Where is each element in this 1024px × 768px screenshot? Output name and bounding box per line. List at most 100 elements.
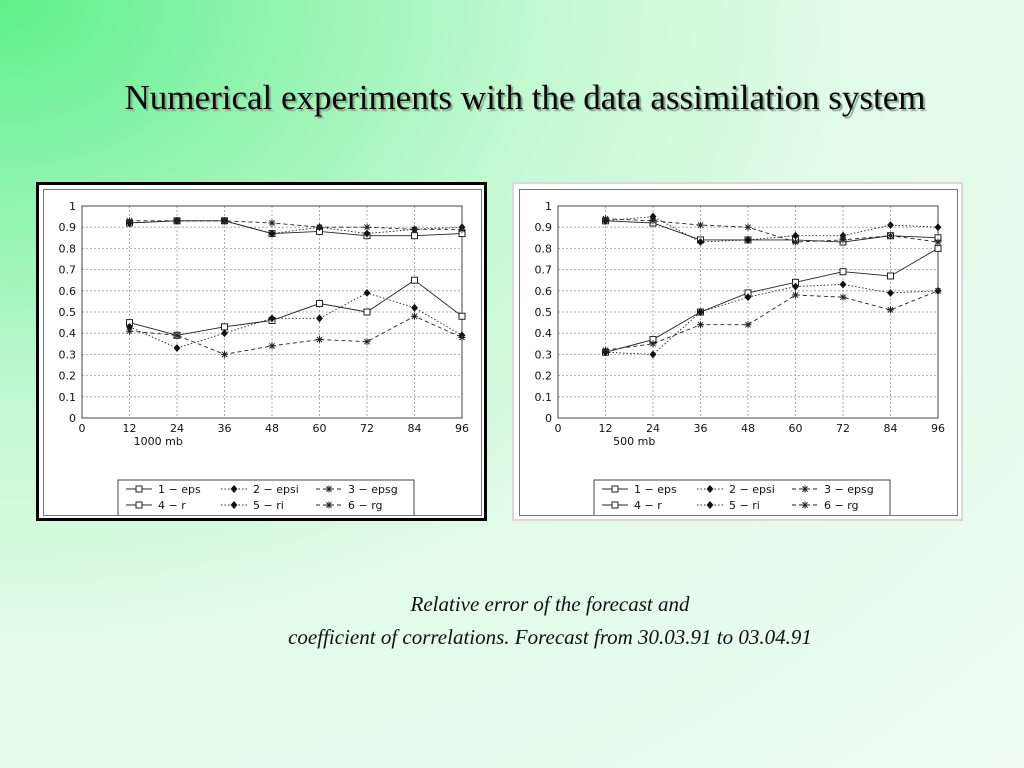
legend-label: 3 − epsg: [824, 483, 874, 496]
data-point: [363, 223, 371, 231]
series-line: [129, 220, 463, 235]
legend-marker: [230, 485, 238, 493]
y-tick-label: 0.4: [59, 327, 77, 340]
series-line: [129, 279, 463, 336]
x-tick-label: 72: [836, 422, 850, 435]
chart-frame: 0 12 24 36 48 60 72 84 96 0 0.1 0.2 0.3 0.4 0.5 0.6 0.7 0…: [43, 189, 482, 516]
data-point: [697, 321, 704, 329]
data-point: [887, 221, 894, 230]
data-point: [602, 346, 609, 354]
legend: 1 − eps 2 − epsi 3 − epsg 4 − r 5 − ri 6 − rg: [117, 479, 415, 515]
data-point: [697, 308, 704, 316]
x-tick-label: 48: [741, 422, 755, 435]
data-point: [363, 338, 371, 346]
legend-marker: [611, 501, 619, 509]
data-point: [411, 225, 418, 233]
chart-panel-500mb: 0 12 24 36 48 60 72 84 96 0 0.1 0.2 0.3 0.4 0.5 0.6 0.7 0…: [512, 182, 963, 521]
data-point: [316, 336, 323, 344]
legend-label: 4 − r: [634, 499, 662, 512]
y-tick-label: 1: [69, 200, 76, 213]
y-tick-label: 0.8: [59, 242, 77, 255]
data-point: [744, 293, 752, 302]
series-line: [129, 220, 463, 237]
x-tick-label: 0: [79, 422, 86, 435]
data-point: [744, 223, 752, 231]
x-axis-label: 1000 mb: [134, 435, 183, 448]
y-tick-label: 0.5: [59, 306, 77, 319]
x-tick-label: 60: [789, 422, 803, 435]
legend-marker: [611, 485, 619, 493]
x-tick-label: 72: [360, 422, 374, 435]
y-tick-label: 0.3: [59, 348, 77, 361]
x-tick-label: 12: [599, 422, 613, 435]
legend-box: [593, 479, 891, 515]
legend-label: 6 − rg: [824, 499, 859, 512]
series-6: [126, 217, 466, 233]
chart-frame: 0 12 24 36 48 60 72 84 96 0 0.1 0.2 0.3 0.4 0.5 0.6 0.7 0…: [519, 189, 958, 516]
data-point: [697, 238, 704, 247]
x-tick-label: 48: [265, 422, 279, 435]
y-tick-label: 0.5: [535, 306, 553, 319]
line-chart-500mb: 0 12 24 36 48 60 72 84 96 0 0.1 0.2 0.3 0.4 0.5 0.6 0.7 0…: [535, 200, 945, 515]
y-tick-label: 0.1: [59, 391, 77, 404]
y-tick-label: 0.9: [535, 221, 553, 234]
data-point: [649, 217, 657, 225]
x-tick-label: 84: [408, 422, 422, 435]
series-5: [602, 212, 942, 247]
y-tick-label: 0.4: [535, 327, 553, 340]
y-tick-label: 0.7: [535, 264, 553, 277]
data-point: [411, 312, 418, 320]
y-tick-label: 0.9: [59, 221, 77, 234]
y-tick-label: 1: [545, 200, 552, 213]
legend-marker: [706, 501, 714, 509]
data-point: [934, 238, 942, 246]
legend-label: 2 − epsi: [253, 483, 299, 496]
line-chart-1000mb: 0 12 24 36 48 60 72 84 96 0 0.1 0.2 0.3 0.4 0.5 0.6 0.7 0…: [59, 200, 469, 515]
data-point: [792, 282, 799, 291]
y-tick-label: 0.8: [535, 242, 553, 255]
series-line: [605, 290, 939, 351]
legend-label: 1 − eps: [158, 483, 201, 496]
data-point: [173, 217, 181, 225]
data-point: [363, 229, 371, 238]
legend-label: 5 − ri: [729, 499, 760, 512]
legend: 1 − eps 2 − epsi 3 − epsg 4 − r 5 − ri 6 − rg: [593, 479, 891, 515]
y-tick-label: 0.7: [59, 264, 77, 277]
data-point: [268, 314, 276, 323]
legend-label: 6 − rg: [348, 499, 383, 512]
data-point: [363, 288, 371, 297]
series-line: [605, 220, 939, 243]
x-tick-label: 12: [123, 422, 137, 435]
data-point: [126, 217, 133, 225]
data-point: [268, 219, 276, 227]
data-point: [839, 293, 847, 301]
legend-label: 5 − ri: [253, 499, 284, 512]
data-point: [649, 350, 657, 359]
legend-marker: [801, 501, 809, 509]
plot-area-border: [557, 205, 939, 419]
data-point: [839, 280, 847, 289]
x-tick-label: 24: [646, 422, 660, 435]
series-2: [126, 288, 466, 353]
data-point: [221, 350, 228, 358]
y-tick-label: 0.1: [535, 391, 553, 404]
data-point: [744, 321, 752, 329]
slide-title: Numerical experiments with the data assi…: [124, 78, 926, 117]
caption-line-1: Relative error of the forecast and: [410, 592, 690, 616]
legend-marker: [230, 501, 238, 509]
data-point: [268, 342, 276, 350]
data-point: [934, 223, 942, 232]
y-tick-label: 0.2: [59, 370, 77, 383]
legend-marker: [325, 501, 333, 509]
data-point: [363, 308, 371, 316]
series-line: [605, 248, 939, 353]
data-point: [173, 344, 181, 353]
data-point: [411, 232, 418, 240]
legend-marker: [325, 485, 333, 493]
data-point: [744, 235, 752, 244]
data-point: [887, 272, 894, 280]
data-point: [268, 229, 276, 238]
series-line: [129, 292, 463, 349]
data-point: [458, 333, 466, 341]
legend-box: [117, 479, 415, 515]
